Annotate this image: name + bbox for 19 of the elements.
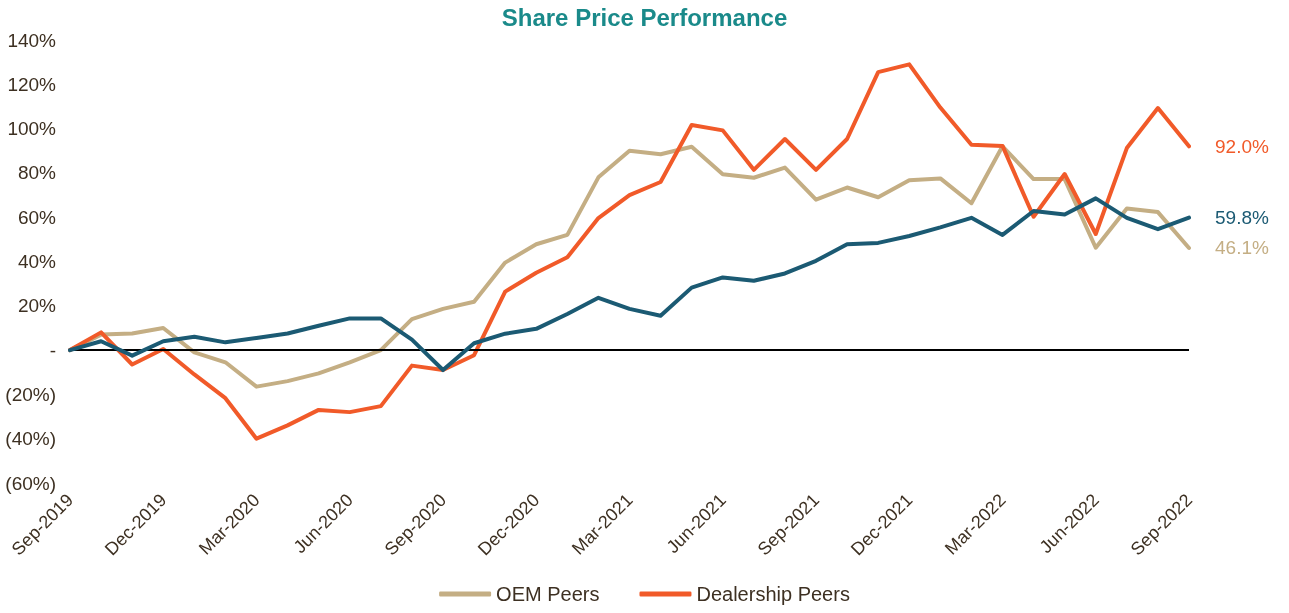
y-tick-label: 60%: [17, 206, 57, 228]
y-tick-label: -: [49, 339, 56, 361]
y-tick-label: 40%: [17, 251, 57, 272]
chart-title: Share Price Performance: [501, 3, 788, 31]
y-tick-label: 20%: [17, 295, 57, 317]
data-label: 59.8%: [1215, 207, 1269, 229]
y-tick-label: (60%): [5, 472, 56, 494]
y-tick-label: (40%): [5, 428, 56, 450]
y-tick-label: 140%: [7, 29, 57, 51]
y-tick-label: 120%: [7, 73, 57, 95]
data-label: 46.1%: [1215, 237, 1269, 259]
data-label: 92.0%: [1215, 135, 1269, 157]
legend-label: OEM Peers: [496, 583, 600, 605]
y-tick-label: 80%: [17, 162, 57, 184]
y-tick-label: (20%): [5, 383, 56, 405]
y-tick-label: 100%: [7, 118, 57, 140]
line-series: [68, 196, 1191, 373]
line-series: [68, 62, 1191, 441]
legend-label: Dealership Peers: [696, 583, 850, 605]
